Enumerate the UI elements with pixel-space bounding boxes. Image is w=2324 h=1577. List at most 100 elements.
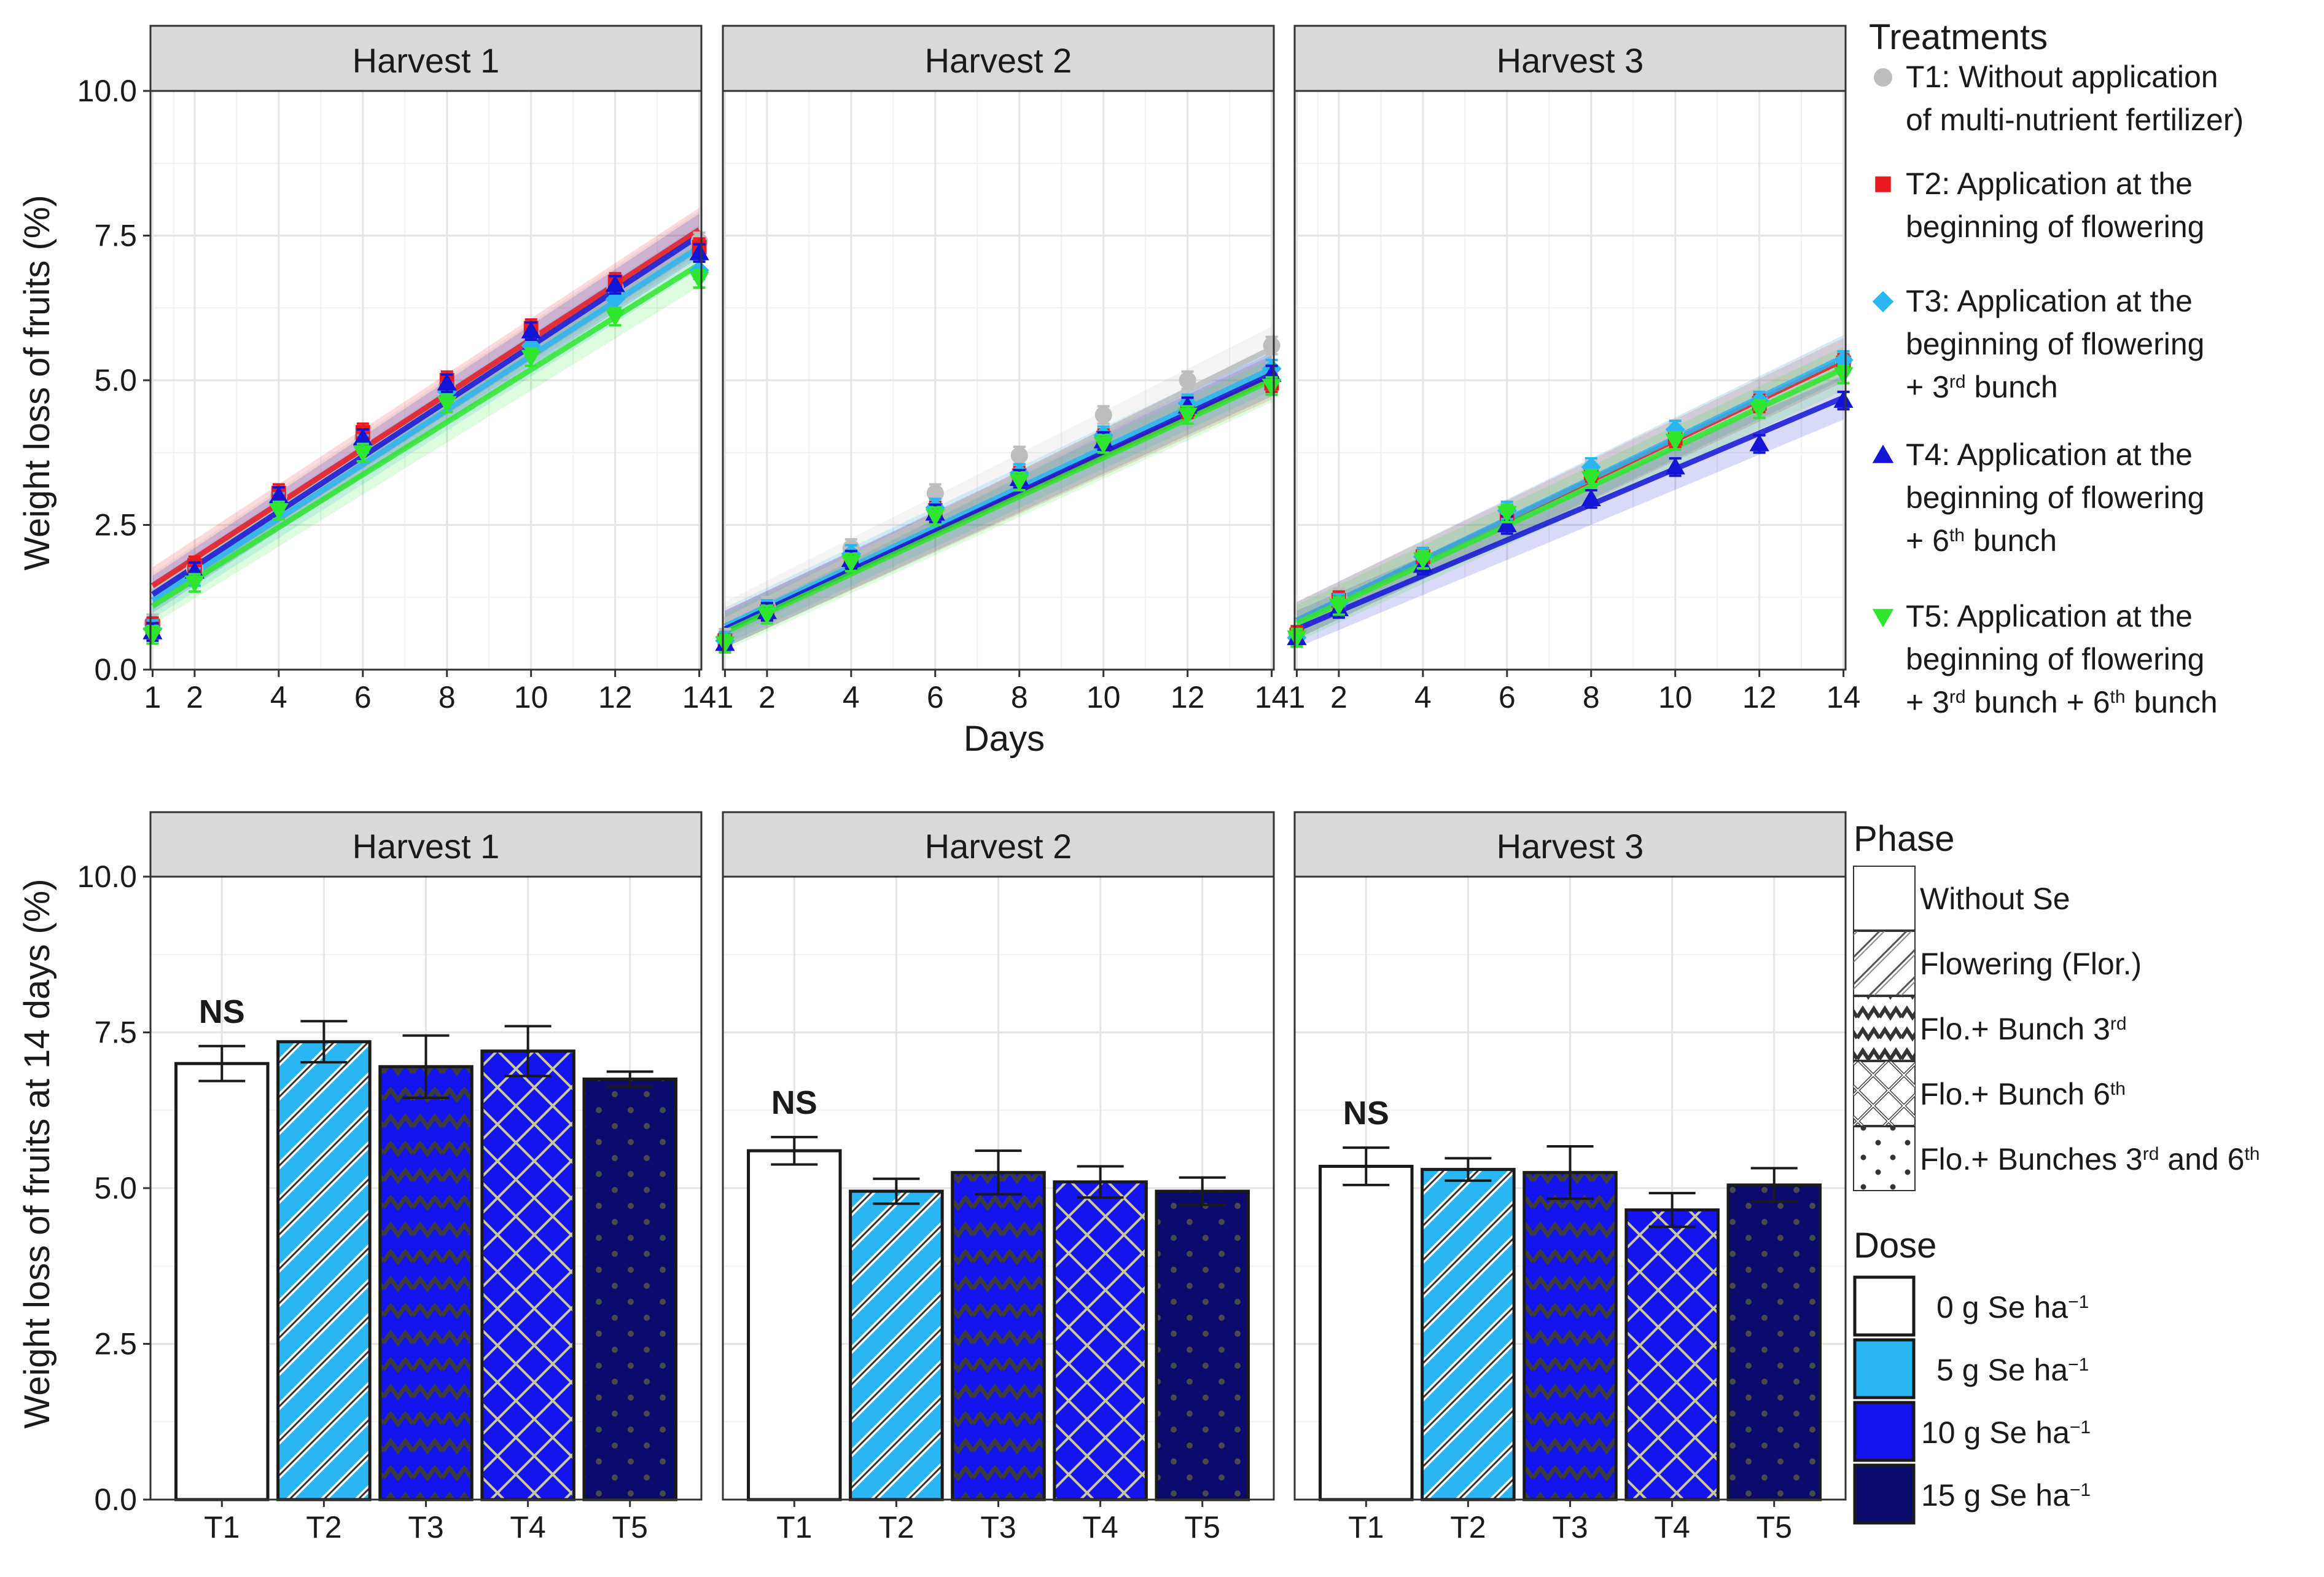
legend-label-T3: + 3rd bunch	[1906, 370, 2058, 404]
phase-label-4: Flo.+ Bunch 6th	[1920, 1077, 2126, 1111]
y-tick-label: 10.0	[77, 859, 137, 894]
legend-label-T2-part: T2: Application at the	[1906, 166, 2193, 201]
phase-label-3-sup: rd	[2110, 1014, 2127, 1034]
point-T1	[1094, 406, 1112, 424]
fit-line-T5	[1295, 366, 1845, 626]
point-T5	[1665, 434, 1685, 452]
dose-legend: Dose 0 g Se ha−15 g Se ha−110 g Se ha−11…	[1853, 1226, 2091, 1525]
dose-label-2: 5 g Se ha−1	[1936, 1353, 2089, 1387]
phase-label-3: Flo.+ Bunch 3rd	[1920, 1012, 2127, 1046]
x-tick-label-T3: T3	[408, 1510, 443, 1544]
x-tick-label: 8	[439, 680, 456, 714]
point-T4	[353, 428, 373, 446]
dose-label-2-part: 5 g Se ha	[1936, 1353, 2068, 1387]
bar-panel-strip	[722, 811, 1275, 878]
phase-key-dots	[1854, 1127, 1915, 1191]
x-tick-label: 4	[1414, 680, 1432, 714]
point-T5	[142, 627, 163, 645]
line-panel-frame	[1293, 90, 1847, 671]
legend-label-T5-part: + 3	[1906, 685, 1949, 719]
phase-label-5-part: and 6	[2159, 1142, 2244, 1176]
phase-label-1: Without Se	[1920, 882, 2070, 916]
bar-pattern-T5	[1156, 1191, 1249, 1500]
legend-label-T1-part: T1: Without application	[1906, 60, 2218, 94]
x-tick-label-T5: T5	[1757, 1510, 1792, 1544]
legend-label-T3-sup: rd	[1949, 372, 1966, 392]
bar-panel-1: Harvest 1 NS T1 T2 T3 T4 T5 0.0 2.5 5.0 7.5 10.0	[77, 811, 703, 1544]
legend-label-T5-part: bunch + 6	[1966, 685, 2110, 719]
treatments-legend-title: Treatments	[1869, 17, 2048, 57]
phase-label-4-sup: th	[2110, 1079, 2126, 1099]
bar-T1	[748, 1151, 841, 1500]
legend-label-T1: of multi-nutrient fertilizer)	[1906, 103, 2244, 137]
significance-label: NS	[1343, 1095, 1389, 1132]
legend-label-T4-part: T4: Application at the	[1906, 437, 2193, 472]
phase-label-5: Flo.+ Bunches 3rd and 6th	[1920, 1142, 2260, 1176]
dose-label-1-part: 0 g Se ha	[1936, 1290, 2068, 1325]
point-T4	[689, 243, 709, 260]
legend-label-T5: beginning of flowering	[1906, 642, 2204, 676]
y-tick-label: 7.5	[94, 219, 137, 253]
bar-T1	[1320, 1166, 1413, 1500]
x-tick-label: 10	[514, 680, 548, 714]
phase-legend-title: Phase	[1854, 819, 1954, 859]
point-T5	[1497, 506, 1517, 523]
bar-panel-2: Harvest 2 NS T1 T2 T3 T4 T5	[722, 811, 1275, 1544]
line-panel-strip	[149, 25, 703, 92]
phase-label-5-sup: rd	[2143, 1144, 2159, 1164]
x-tick-label-T5: T5	[612, 1510, 648, 1544]
phase-key-crosshatch	[1854, 1062, 1915, 1125]
significance-label: NS	[199, 993, 245, 1030]
point-T5	[1009, 474, 1029, 491]
line-x-axis-title: Days	[964, 719, 1045, 759]
x-tick-label: 6	[927, 680, 944, 714]
x-tick-label-T2: T2	[878, 1510, 914, 1544]
dose-key-1	[1853, 1275, 1916, 1337]
line-panel-strip-label: Harvest 3	[1497, 41, 1644, 80]
point-T5	[1093, 436, 1113, 454]
x-tick-label: 10	[1086, 680, 1121, 714]
point-T5	[925, 509, 945, 526]
x-tick-label: 6	[1499, 680, 1516, 714]
point-T5	[1261, 378, 1282, 396]
phase-label-4-part: Flo.+ Bunch 6	[1920, 1077, 2110, 1111]
legend-label-T5-sup: th	[2110, 687, 2126, 707]
legend-label-T2: beginning of flowering	[1906, 209, 2204, 244]
point-T4	[1665, 457, 1685, 475]
x-tick-label-T1: T1	[204, 1510, 240, 1544]
point-T1	[1179, 372, 1196, 389]
bar-panel-strip-label: Harvest 1	[353, 827, 500, 866]
phase-label-2-part: Flowering (Flor.)	[1920, 947, 2142, 981]
bar-pattern-T2	[850, 1191, 943, 1500]
x-tick-label-T1: T1	[776, 1510, 812, 1544]
bar-pattern-T4	[1626, 1210, 1718, 1500]
line-panel-3: Harvest 3 1 2 4 6 8 10 12 14	[1287, 25, 1860, 714]
point-T4	[268, 486, 289, 504]
legend-label-T5: T5: Application at the	[1906, 599, 2193, 633]
fit-line-T4	[150, 233, 701, 597]
legend-label-T3-part: T3: Application at the	[1906, 284, 2193, 318]
legend-label-T5-part: bunch	[2126, 685, 2218, 719]
legend-key-T3	[1872, 291, 1894, 313]
legend-label-T5-sup: rd	[1949, 687, 1966, 707]
point-T5	[353, 445, 373, 463]
bar-y-axis-title: Weight loss of fruits at 14 days (%)	[17, 879, 57, 1428]
phase-legend: Phase Without Se Flowering (Flor.) Flo.+ B…	[1853, 819, 2260, 1191]
point-T4	[1833, 390, 1854, 408]
point-T5	[841, 555, 861, 573]
point-T5	[1581, 471, 1601, 489]
legend-label-T2: T2: Application at the	[1906, 166, 2193, 201]
x-tick-label: 8	[1583, 680, 1600, 714]
point-T5	[521, 350, 541, 367]
x-tick-label-T4: T4	[1654, 1510, 1690, 1544]
point-T1	[926, 484, 944, 502]
x-tick-label: 14	[1255, 680, 1289, 714]
bar-panel-strip	[1293, 811, 1847, 878]
phase-key-zigzag	[1854, 996, 1915, 1060]
x-tick-label: 2	[1330, 680, 1347, 714]
x-tick-label: 12	[1742, 680, 1777, 714]
dose-label-2-sup: −1	[2068, 1355, 2089, 1375]
y-tick-label: 0.0	[94, 1482, 137, 1517]
